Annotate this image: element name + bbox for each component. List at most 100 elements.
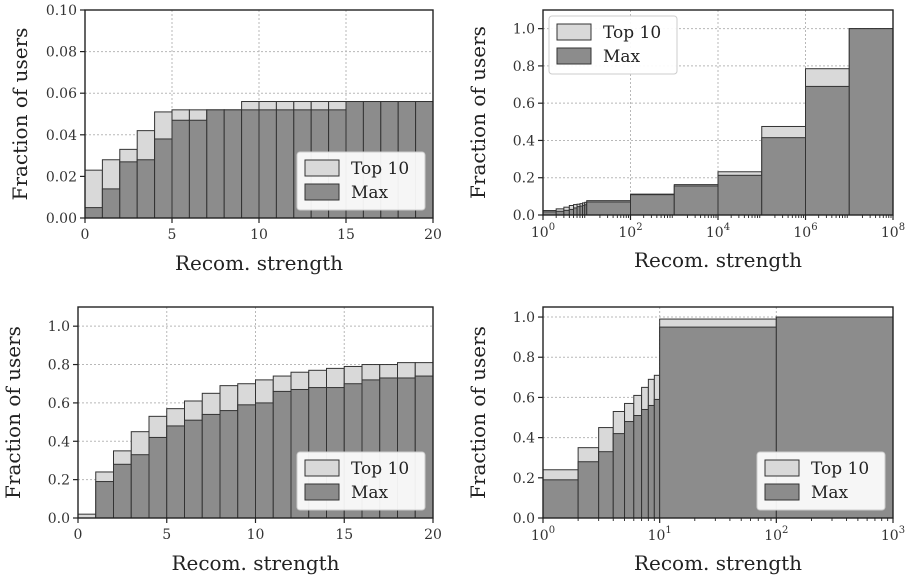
p4-xlabel: Recom. strength	[634, 551, 802, 575]
p2-ytick-label-3: 0.6	[513, 96, 535, 112]
p3-xtick-label-0: 0	[74, 527, 83, 543]
p2-xlabel: Recom. strength	[634, 248, 802, 272]
p1-bar-max-11	[275, 109, 295, 219]
p1-ytick-label-4: 0.08	[46, 45, 77, 61]
p3-xlabel: Recom. strength	[171, 551, 339, 575]
p2-bar-max-3	[568, 208, 575, 216]
p2-legend-label-top10: Top 10	[603, 23, 661, 43]
p2-bar-max-11	[673, 185, 719, 216]
p2-ytick-label-2: 0.4	[513, 133, 535, 149]
p2-bar-max-9	[586, 201, 631, 216]
p2-bar-max-15	[848, 28, 894, 216]
p2-ylabel: Fraction of users	[466, 26, 490, 199]
p4-xtick-label-0: 100	[531, 525, 555, 544]
p1-ytick-label-3: 0.06	[46, 86, 77, 102]
p1-xtick-label-3: 15	[337, 227, 355, 243]
p1-ytick-label-1: 0.02	[46, 169, 77, 185]
p3-bar-max-6	[184, 419, 203, 519]
p1-ytick-label-0: 0.00	[46, 211, 77, 227]
p4-legend-swatch-top10	[764, 459, 800, 477]
p3-bar-max-2	[113, 463, 132, 519]
p3-xtick-label-2: 10	[247, 527, 265, 543]
p3-bar-max-8	[219, 410, 239, 519]
p1-legend-label-max: Max	[351, 183, 389, 203]
p4-xtick-label-1: 101	[648, 525, 672, 544]
p4-bar-max-4	[624, 421, 635, 519]
p2-legend: Top 10 Max	[548, 15, 678, 75]
p3-ylabel: Fraction of users	[1, 326, 25, 499]
p4-bar-max-6	[641, 408, 649, 519]
p2-xtick-label-3: 106	[793, 222, 817, 241]
p2-xtick-label-4: 108	[881, 222, 905, 241]
p4-legend-swatch-max	[764, 483, 800, 501]
p3-ytick-label-5: 1.0	[48, 319, 70, 335]
p2-bar-max-12	[717, 174, 763, 216]
p1-bar-max-4	[154, 138, 173, 219]
p4-bar-max-2	[598, 451, 614, 519]
p3-legend-swatch-top10	[304, 459, 340, 477]
p4-ytick-label-4: 0.8	[513, 350, 535, 366]
p3-bar-max-3	[130, 454, 150, 519]
p2-xtick-label-1: 102	[618, 222, 642, 241]
p2-xtick-label-0: 100	[531, 222, 555, 241]
p4-xtick-label-2: 102	[764, 525, 788, 544]
p3-ytick-label-1: 0.2	[48, 473, 70, 489]
p3-ytick-label-2: 0.4	[48, 434, 70, 450]
p3-bar-max-11	[272, 390, 292, 519]
p3-legend-label-max: Max	[351, 483, 389, 503]
p2-xtick-label-2: 104	[706, 222, 730, 241]
p1-bar-max-3	[136, 159, 156, 219]
p4-bar-max-0	[542, 479, 579, 519]
p1-legend-swatch-max	[304, 183, 340, 201]
p2-panel: 100 102 104 106 108 0.0 0.2 0.4 0.6 0.8 1.0 Recom. …	[466, 9, 905, 272]
p1-bar-max-1	[101, 188, 121, 219]
p1-xtick-label-4: 20	[424, 227, 442, 243]
p2-bar-max-14	[805, 85, 850, 216]
p4-ytick-label-5: 1.0	[513, 310, 535, 326]
p1-legend: Top 10 Max	[296, 151, 426, 211]
p4-legend-label-top10: Top 10	[811, 459, 869, 479]
p3-bar-max-7	[201, 413, 221, 519]
p1-panel: 0 5 10 15 20 0.00 0.02 0.04 0.06 0.08 0.10 Recom. s…	[8, 3, 442, 275]
p2-ytick-label-5: 1.0	[513, 22, 535, 38]
p4-bar-max-3	[612, 433, 626, 519]
p3-legend: Top 10 Max	[296, 451, 426, 511]
p3-bar-max-4	[148, 436, 168, 519]
p2-bar-max-13	[761, 137, 806, 216]
p2-ytick-label-0: 0.0	[513, 208, 535, 224]
p1-bar-max-7	[206, 109, 225, 219]
p1-xlabel: Recom. strength	[175, 251, 343, 275]
p4-bar-max-5	[633, 415, 643, 519]
p3-xtick-label-4: 20	[424, 527, 442, 543]
p3-ytick-label-0: 0.0	[48, 511, 70, 527]
p2-ytick-label-4: 0.8	[513, 59, 535, 75]
p4-bar-max-8	[653, 398, 661, 519]
p2-legend-swatch-top10	[556, 23, 592, 41]
p2-bar-max-4	[573, 207, 578, 216]
p4-xtick-label-3: 103	[881, 525, 905, 544]
p1-bar-max-0	[84, 207, 103, 219]
p2-legend-label-max: Max	[603, 47, 641, 67]
p1-ytick-label-2: 0.04	[46, 128, 77, 144]
p1-bar-max-5	[171, 119, 190, 219]
p2-legend-swatch-max	[556, 47, 592, 65]
p3-legend-label-top10: Top 10	[351, 459, 409, 479]
p4-legend-label-max: Max	[811, 483, 849, 503]
p1-legend-swatch-top10	[304, 159, 340, 177]
p3-legend-swatch-max	[304, 483, 340, 501]
p1-ytick-label-5: 0.10	[46, 3, 77, 19]
p3-bar-max-5	[166, 425, 185, 519]
p4-ytick-label-3: 0.6	[513, 390, 535, 406]
p1-xtick-label-1: 5	[168, 227, 177, 243]
p4-axes-frame	[542, 306, 894, 519]
p4-ylabel: Fraction of users	[466, 326, 490, 499]
p4-ytick-label-0: 0.0	[513, 511, 535, 527]
p3-xtick-label-3: 15	[335, 527, 353, 543]
p4-ytick-label-2: 0.4	[513, 431, 535, 447]
p1-xtick-label-0: 0	[81, 227, 90, 243]
p1-ylabel: Fraction of users	[8, 28, 32, 201]
p4-ytick-label-1: 0.2	[513, 471, 535, 487]
p3-bar-max-1	[95, 481, 114, 519]
p1-bar-max-8	[223, 109, 243, 219]
